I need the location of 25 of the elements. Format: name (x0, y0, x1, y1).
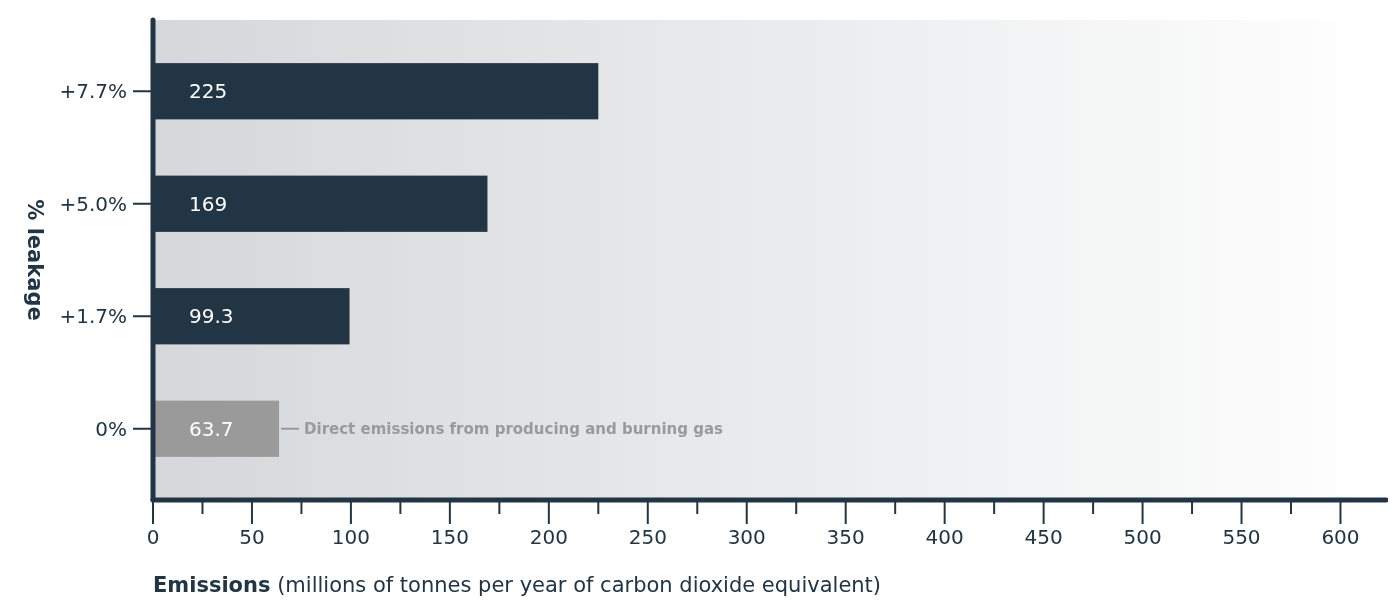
x-tick-label: 250 (628, 525, 667, 549)
x-tick-label: 100 (331, 525, 371, 549)
data-label: 169 (189, 191, 228, 216)
x-tick-label: 0 (146, 525, 160, 549)
data-label: 99.3 (189, 304, 234, 329)
x-axis-title: Emissions (millions of tonnes per year of carbon dioxide equivalent) (153, 573, 882, 597)
y-tick-label: 0% (95, 416, 127, 441)
data-label: 225 (189, 79, 228, 104)
annotation: Direct emissions from producing and burning gas (304, 420, 724, 438)
x-tick-label: 300 (727, 525, 766, 549)
x-tick-label: 200 (529, 525, 568, 549)
y-tick-label: +7.7% (59, 79, 127, 104)
x-tick-label: 550 (1222, 525, 1261, 549)
x-tick-label: 350 (826, 525, 865, 549)
x-tick-label: 150 (430, 525, 469, 549)
y-tick-label: +5.0% (59, 191, 127, 216)
y-tick-label: +1.7% (59, 304, 127, 329)
x-tick-label: 450 (1024, 525, 1063, 549)
x-tick-label: 600 (1321, 525, 1360, 549)
x-tick-label: 400 (925, 525, 964, 549)
x-tick-label: 50 (239, 525, 265, 549)
bar (153, 400, 280, 457)
data-label: 63.7 (189, 416, 234, 441)
x-tick-label: 500 (1123, 525, 1162, 549)
y-axis-title: % leakage (23, 199, 47, 321)
